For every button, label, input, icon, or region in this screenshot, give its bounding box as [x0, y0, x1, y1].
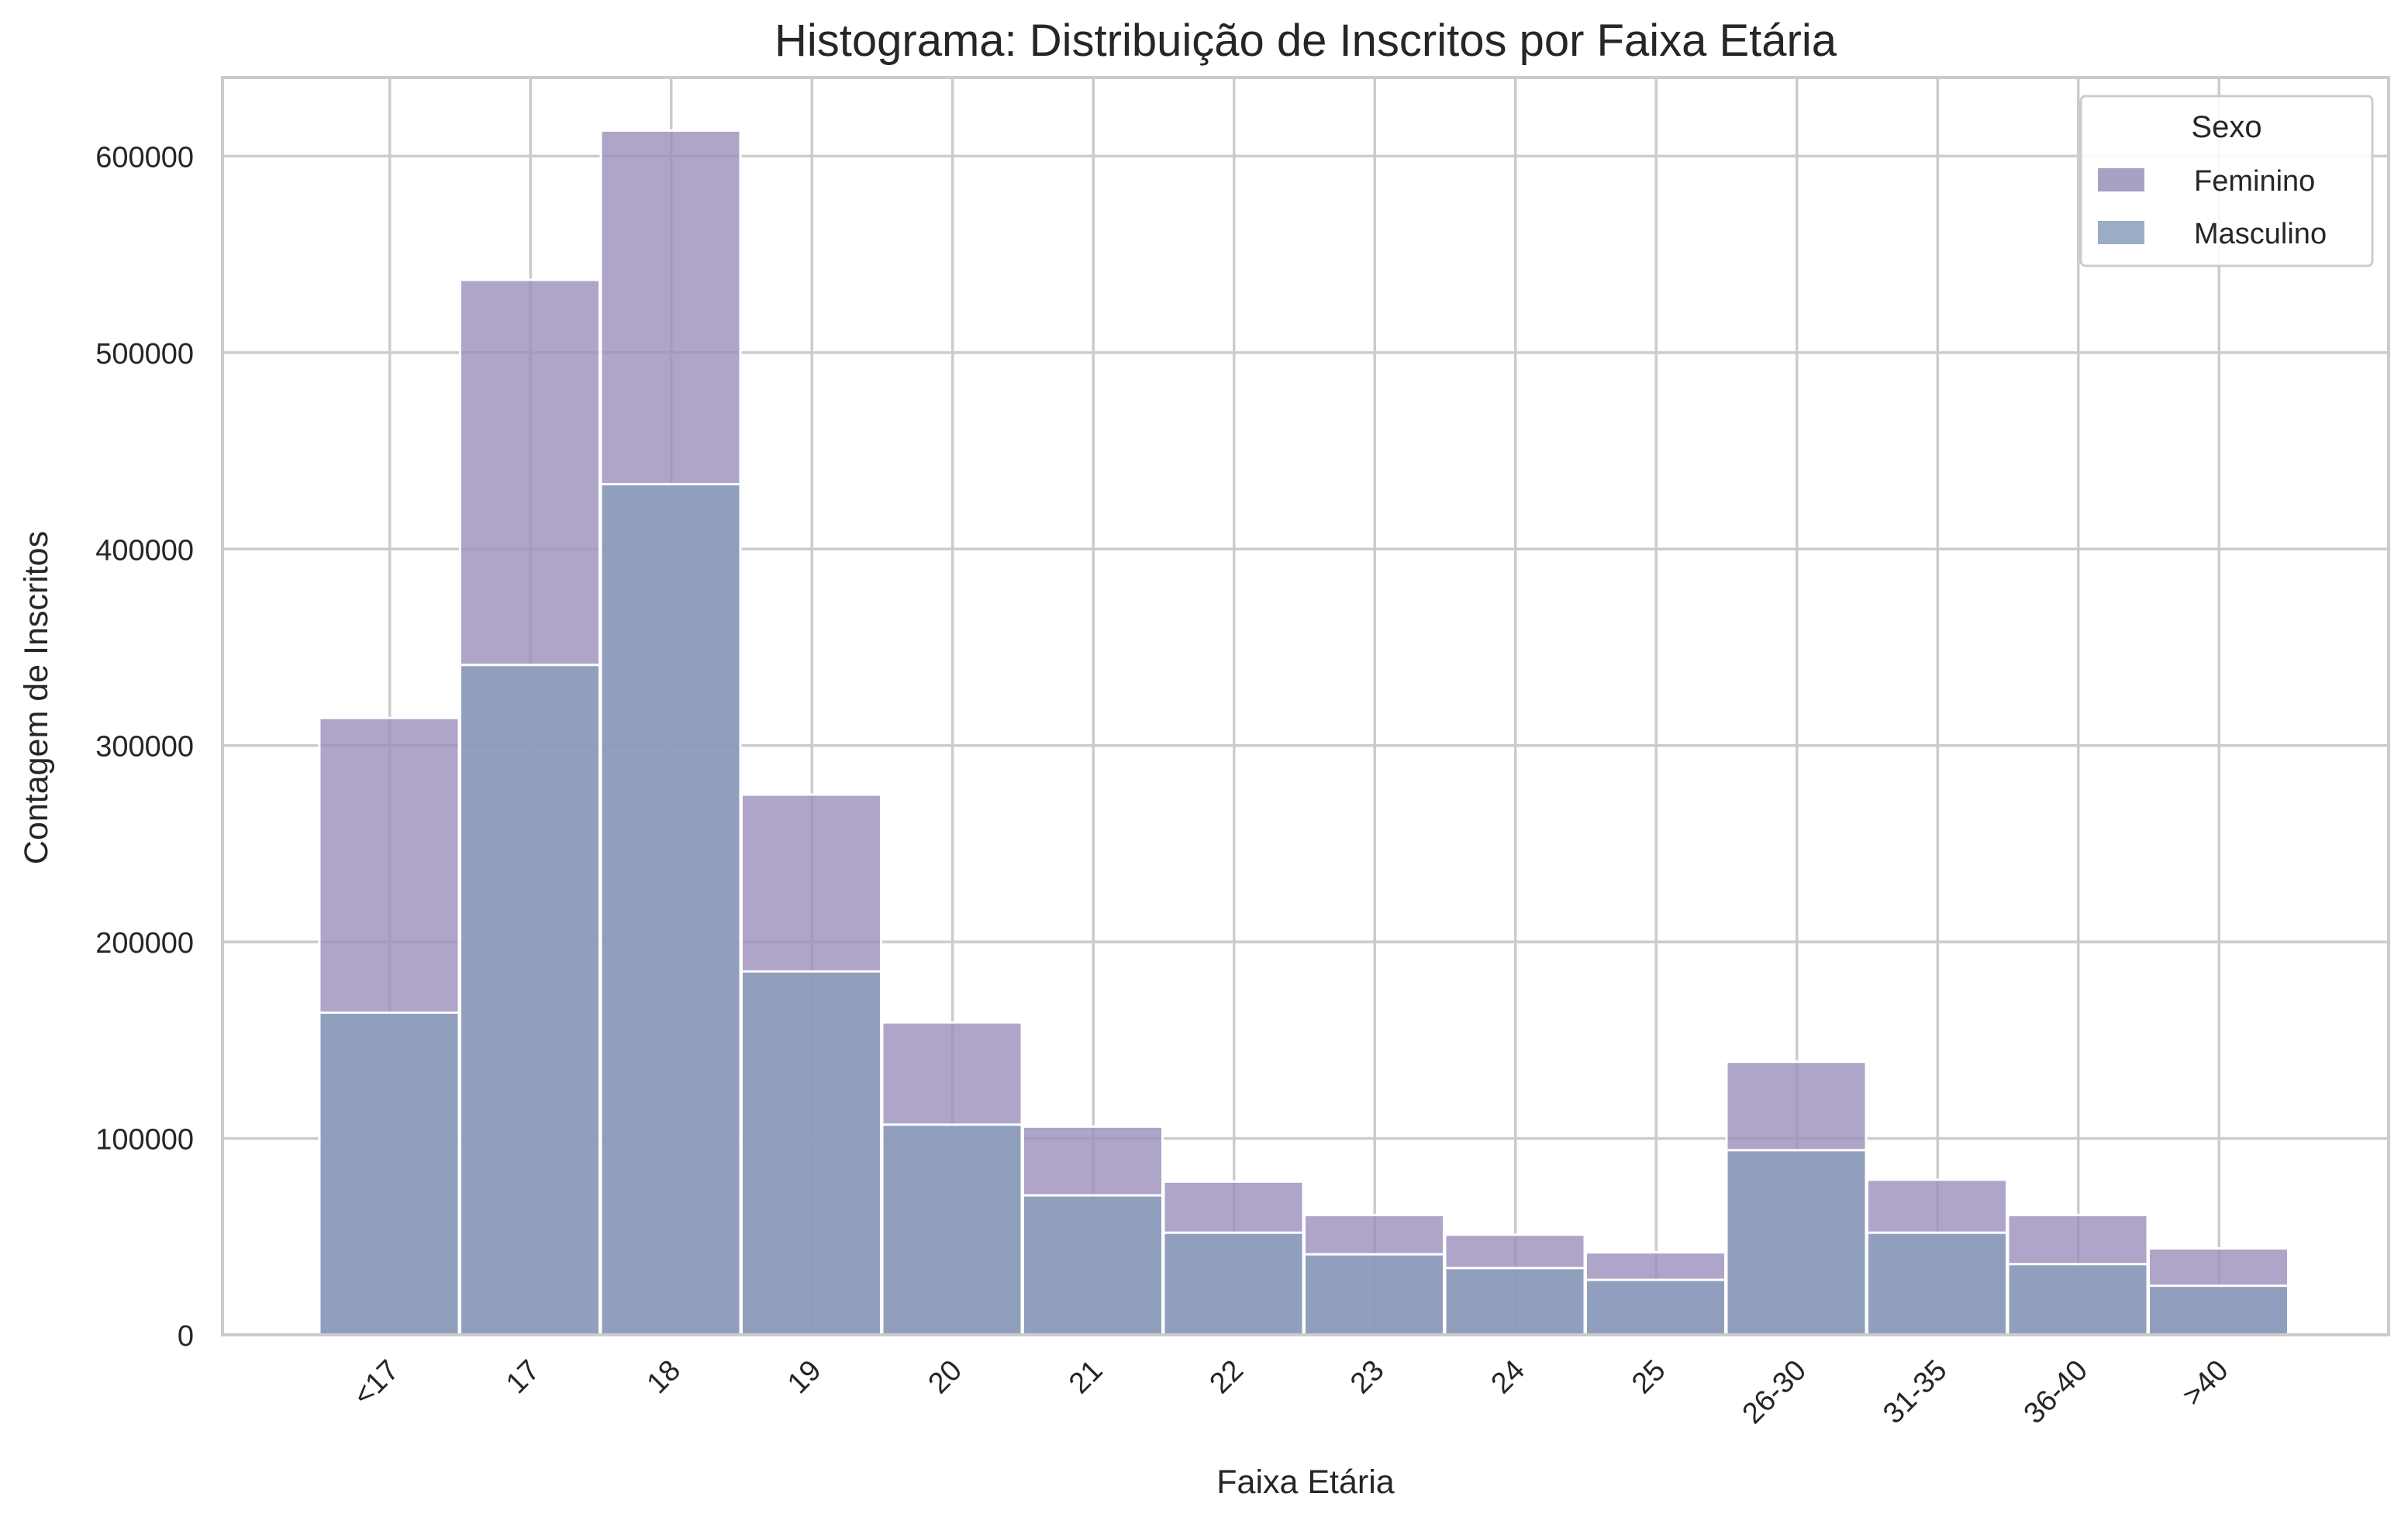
bar-masculino — [881, 1123, 1023, 1336]
y-axis-label: Contagem de Inscritos — [18, 531, 55, 864]
y-tick-label: 600000 — [95, 141, 194, 174]
bar-masculino — [1444, 1267, 1586, 1336]
bar-masculino — [2006, 1263, 2149, 1336]
bar-masculino — [318, 1011, 461, 1336]
y-tick-label: 100000 — [95, 1124, 194, 1157]
bar-masculino — [2148, 1284, 2289, 1336]
plot-frame — [221, 76, 2390, 1336]
bar-masculino — [599, 483, 742, 1336]
legend: Sexo Feminino Masculino — [2079, 95, 2374, 267]
bar-masculino — [1303, 1253, 1445, 1336]
bar-masculino — [459, 664, 601, 1336]
legend-title: Sexo — [2191, 110, 2261, 144]
histogram-bars — [318, 129, 2289, 1336]
x-axis-label: Faixa Etária — [1216, 1464, 1395, 1501]
bar-masculino — [1022, 1194, 1164, 1336]
bar-masculino — [1162, 1231, 1305, 1336]
y-tick-label: 500000 — [95, 338, 194, 371]
bar-masculino — [1866, 1231, 2008, 1336]
legend-swatch-feminino — [2098, 168, 2144, 191]
bar-masculino — [1725, 1149, 1868, 1336]
legend-swatch-masculino — [2098, 221, 2144, 244]
bar-masculino — [1585, 1278, 1727, 1336]
legend-label-feminino: Feminino — [2194, 165, 2315, 198]
bar-masculino — [740, 970, 882, 1336]
y-tick-label: 0 — [178, 1320, 194, 1353]
y-tick-label: 200000 — [95, 927, 194, 960]
y-tick-label: 300000 — [95, 731, 194, 764]
chart-title: Histograma: Distribuição de Inscritos po… — [774, 16, 1837, 66]
legend-label-masculino: Masculino — [2194, 218, 2327, 250]
legend-box — [2079, 95, 2374, 267]
y-tick-label: 400000 — [95, 534, 194, 567]
